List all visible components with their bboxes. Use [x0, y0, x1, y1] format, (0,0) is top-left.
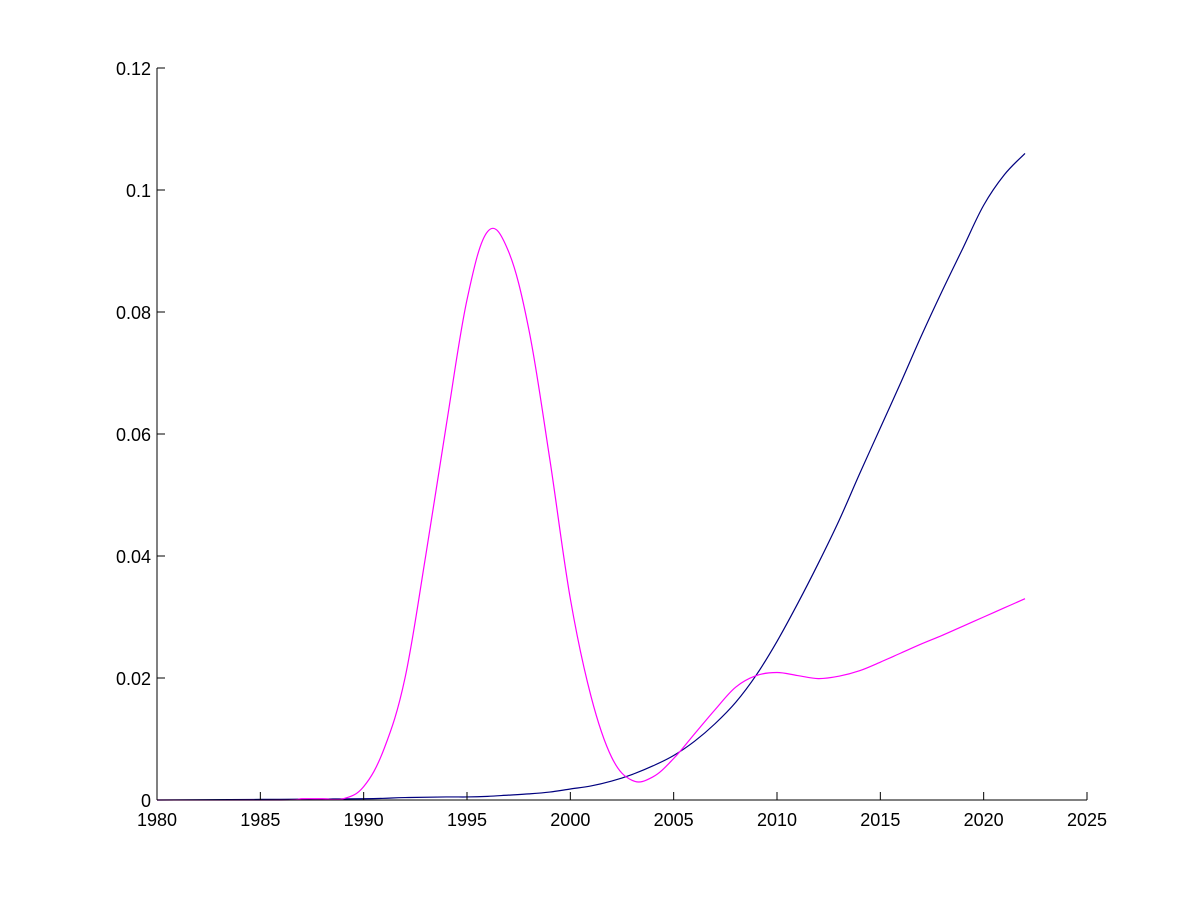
x-tick-label: 1990 — [344, 810, 384, 830]
axes — [156, 68, 1087, 801]
series-layer — [156, 152, 1026, 801]
y-tick-label: 0.12 — [116, 59, 151, 79]
y-tick-label: 0.02 — [116, 669, 151, 689]
x-tick-label: 1985 — [240, 810, 280, 830]
x-tick-label: 2025 — [1067, 810, 1107, 830]
y-tick-label: 0.08 — [116, 303, 151, 323]
x-ticks: 1980 1985 1990 1995 2000 2005 2010 2015 2020 2025 — [137, 792, 1107, 830]
x-tick-label: 1995 — [447, 810, 487, 830]
x-tick-label: 2020 — [964, 810, 1004, 830]
x-tick-label: 2000 — [550, 810, 590, 830]
series-line-2 — [156, 227, 1026, 801]
series-line-1 — [156, 152, 1026, 801]
y-tick-label: 0.06 — [116, 425, 151, 445]
y-ticks: 0 0.02 0.04 0.06 0.08 0.1 0.12 — [116, 59, 165, 811]
x-tick-label: 2005 — [654, 810, 694, 830]
y-tick-label: 0.1 — [126, 181, 151, 201]
x-tick-label: 2010 — [757, 810, 797, 830]
y-tick-label: 0.04 — [116, 547, 151, 567]
y-tick-label: 0 — [141, 791, 151, 811]
x-tick-label: 2015 — [860, 810, 900, 830]
x-tick-label: 1980 — [137, 810, 177, 830]
